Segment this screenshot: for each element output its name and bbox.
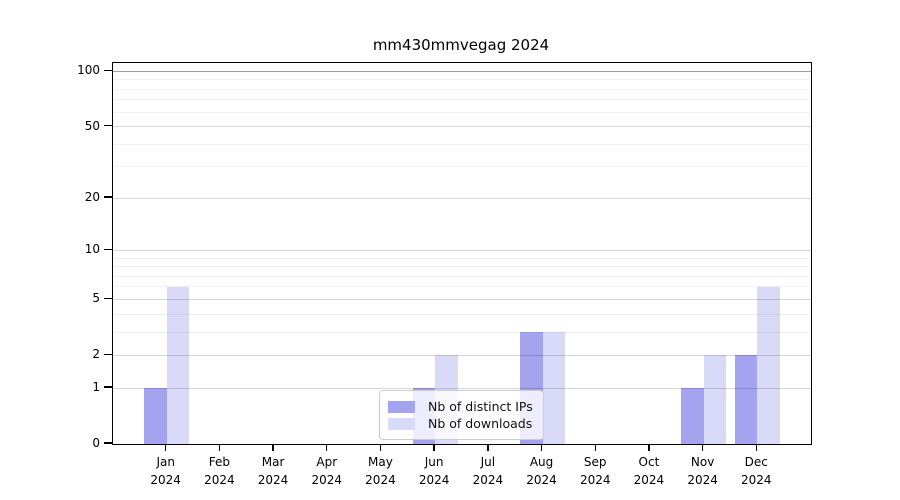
x-tick — [701, 444, 704, 452]
gridline-minor — [113, 143, 811, 145]
bar-downloads-jan — [166, 286, 190, 444]
gridline-major — [113, 249, 811, 251]
gridline-major — [113, 298, 811, 300]
bar-ips-dec — [734, 355, 758, 444]
gridline-minor — [113, 286, 811, 288]
x-tick — [433, 444, 435, 452]
gridline-minor — [113, 331, 811, 333]
bar-ips-nov — [681, 388, 704, 444]
legend: Nb of distinct IPs Nb of downloads — [379, 390, 544, 440]
x-tick — [540, 444, 543, 452]
y-tick-label: 100 — [77, 63, 100, 78]
legend-swatch-downloads — [388, 417, 415, 430]
gridline-minor — [113, 257, 811, 259]
y-tick-label: 50 — [84, 118, 100, 133]
x-tick — [218, 444, 221, 452]
x-tick — [272, 444, 274, 452]
legend-swatch-distinct-ips — [388, 400, 415, 413]
gridline-major — [113, 354, 811, 356]
y-tick — [104, 386, 112, 388]
y-tick-label: 1 — [92, 380, 100, 395]
legend-row-distinct-ips: Nb of distinct IPs — [388, 398, 533, 415]
bar-ips-jan — [144, 388, 167, 444]
x-tick-label-feb: Feb 2024 — [204, 455, 235, 487]
gridline-minor — [113, 266, 811, 268]
x-tick-label-oct: Oct 2024 — [633, 455, 665, 487]
x-tick-label-dec: Dec 2024 — [741, 455, 772, 487]
x-tick-label-mar: Mar 2024 — [257, 455, 289, 487]
y-tick-label: 2 — [92, 347, 100, 362]
x-tick-label-apr: Apr 2024 — [311, 455, 343, 487]
gridline-major — [113, 70, 811, 72]
x-tick-label-jul: Jul 2024 — [472, 455, 504, 487]
x-tick — [326, 444, 328, 452]
y-tick-label: 20 — [84, 190, 100, 205]
y-tick — [104, 124, 112, 127]
gridline-minor — [113, 88, 811, 90]
x-tick — [379, 444, 382, 452]
gridline-major — [113, 126, 811, 128]
y-tick — [104, 248, 112, 251]
legend-label-downloads: Nb of downloads — [428, 416, 533, 431]
y-tick — [104, 442, 112, 444]
x-tick-label-jan: Jan 2024 — [150, 455, 181, 487]
gridline-minor — [113, 313, 811, 315]
bar-downloads-aug — [542, 332, 566, 444]
gridline-minor — [113, 111, 811, 113]
y-tick — [104, 196, 112, 198]
bar-downloads-dec — [757, 286, 780, 444]
y-tick-label: 0 — [92, 436, 100, 450]
y-tick — [104, 69, 112, 72]
gridline-major — [113, 387, 811, 389]
y-tick-label: 10 — [84, 242, 100, 257]
grid-layer — [113, 63, 811, 444]
x-tick — [755, 444, 757, 452]
x-tick — [594, 444, 596, 452]
x-tick — [164, 444, 167, 452]
chart-title: mm430mmvegag 2024 — [372, 36, 550, 54]
x-tick-label-sep: Sep 2024 — [579, 455, 611, 487]
y-tick — [104, 353, 112, 355]
plot-area: Nb of distinct IPs Nb of downloads — [112, 62, 812, 445]
y-tick — [104, 297, 112, 299]
x-tick-label-aug: Aug 2024 — [526, 455, 557, 487]
x-tick — [487, 444, 489, 452]
gridline-major — [113, 197, 811, 199]
legend-label-distinct-ips: Nb of distinct IPs — [428, 399, 533, 414]
gridline-minor — [113, 166, 811, 168]
legend-row-downloads: Nb of downloads — [388, 415, 533, 432]
x-tick-label-jun: Jun 2024 — [418, 455, 450, 487]
gridline-minor — [113, 99, 811, 101]
gridline-minor — [113, 275, 811, 277]
x-tick-label-nov: Nov 2024 — [687, 455, 718, 487]
x-tick-label-may: May 2024 — [365, 455, 396, 487]
y-tick-label: 5 — [92, 291, 100, 306]
x-tick — [648, 444, 650, 452]
bar-downloads-nov — [703, 355, 727, 444]
gridline-minor — [113, 79, 811, 81]
